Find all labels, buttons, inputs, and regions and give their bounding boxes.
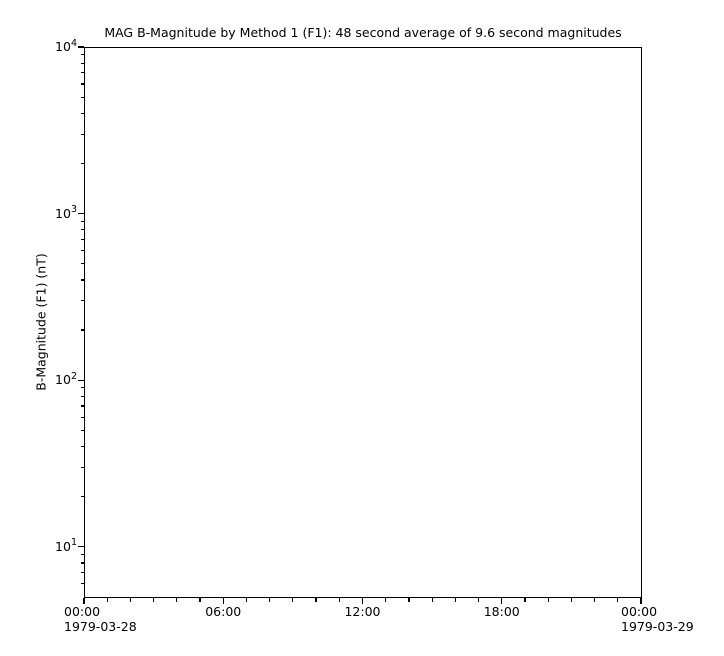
y-tick-exponent: 3 <box>70 204 77 216</box>
y-minor-tick <box>80 133 84 135</box>
y-tick-exponent: 1 <box>70 537 77 549</box>
x-major-tick <box>83 598 85 604</box>
x-minor-tick <box>454 598 456 602</box>
y-minor-tick <box>80 416 84 418</box>
y-minor-tick <box>80 72 84 74</box>
x-minor-tick <box>153 598 155 602</box>
x-minor-tick <box>315 598 317 602</box>
y-minor-tick <box>80 220 84 222</box>
x-major-tick <box>501 598 503 604</box>
y-minor-tick <box>80 300 84 302</box>
x-tick-label: 00:00 <box>64 604 101 619</box>
x-minor-tick <box>385 598 387 602</box>
x-minor-tick <box>547 598 549 602</box>
y-tick-exponent: 4 <box>70 37 77 49</box>
x-minor-tick <box>593 598 596 602</box>
y-minor-tick <box>80 405 84 407</box>
x-axis-date: 1979-03-28 <box>64 618 137 634</box>
y-minor-tick <box>80 279 84 281</box>
plot-area <box>84 47 642 598</box>
y-tick-label: 102 <box>41 370 77 390</box>
x-minor-tick <box>269 598 271 602</box>
y-minor-tick <box>80 112 84 114</box>
y-major-tick <box>78 379 84 381</box>
y-minor-tick <box>80 329 84 331</box>
x-tick-label: 12:00 <box>344 604 381 619</box>
y-minor-tick <box>80 466 84 468</box>
x-minor-tick <box>431 598 433 602</box>
x-minor-tick <box>338 598 340 602</box>
y-major-tick <box>78 213 84 215</box>
x-tick-label-with-date: 00:00 1979-03-29 <box>621 604 694 634</box>
x-minor-tick <box>524 598 526 602</box>
y-minor-tick <box>80 395 84 397</box>
y-minor-tick <box>80 583 84 585</box>
y-major-tick <box>78 46 84 48</box>
y-minor-tick <box>80 572 84 574</box>
x-major-tick <box>361 598 364 604</box>
y-minor-tick <box>80 96 84 98</box>
x-tick-label: 06:00 <box>205 604 242 619</box>
y-tick-label: 104 <box>41 37 77 57</box>
y-minor-tick <box>80 83 84 85</box>
chart-title: MAG B-Magnitude by Method 1 (F1): 48 sec… <box>104 25 622 40</box>
y-minor-tick <box>80 445 84 448</box>
y-minor-tick <box>80 387 84 389</box>
x-minor-tick <box>408 598 410 602</box>
y-minor-tick <box>80 229 84 231</box>
y-tick-label: 103 <box>41 204 77 224</box>
y-minor-tick <box>80 249 84 252</box>
y-minor-tick <box>80 238 84 240</box>
x-minor-tick <box>570 598 572 602</box>
y-minor-tick <box>80 263 84 265</box>
x-minor-tick <box>617 598 619 602</box>
x-minor-tick <box>245 598 248 602</box>
x-minor-tick <box>176 598 178 602</box>
y-tick-exponent: 2 <box>70 370 77 382</box>
y-tick-base: 10 <box>55 372 71 388</box>
y-minor-tick <box>80 62 84 64</box>
x-tick-label: 18:00 <box>483 604 520 619</box>
y-tick-base: 10 <box>55 538 71 554</box>
y-minor-tick <box>80 429 84 431</box>
x-minor-tick <box>129 598 131 602</box>
y-tick-label: 101 <box>41 537 77 557</box>
x-minor-tick <box>106 598 108 602</box>
x-major-tick <box>640 598 642 604</box>
x-axis-date: 1979-03-29 <box>621 618 694 634</box>
x-minor-tick <box>292 598 294 602</box>
x-minor-tick <box>477 598 480 602</box>
x-minor-tick <box>199 598 201 602</box>
y-minor-tick <box>80 496 84 498</box>
y-tick-base: 10 <box>55 205 71 221</box>
y-major-tick <box>78 546 84 548</box>
x-tick-label: 00:00 <box>621 604 658 619</box>
y-minor-tick <box>80 562 84 564</box>
x-tick-label-with-date: 00:00 1979-03-28 <box>64 604 137 634</box>
y-minor-tick <box>80 54 84 56</box>
x-major-tick <box>222 598 224 604</box>
y-minor-tick <box>80 553 84 556</box>
y-tick-base: 10 <box>55 39 71 54</box>
y-minor-tick <box>80 162 84 165</box>
